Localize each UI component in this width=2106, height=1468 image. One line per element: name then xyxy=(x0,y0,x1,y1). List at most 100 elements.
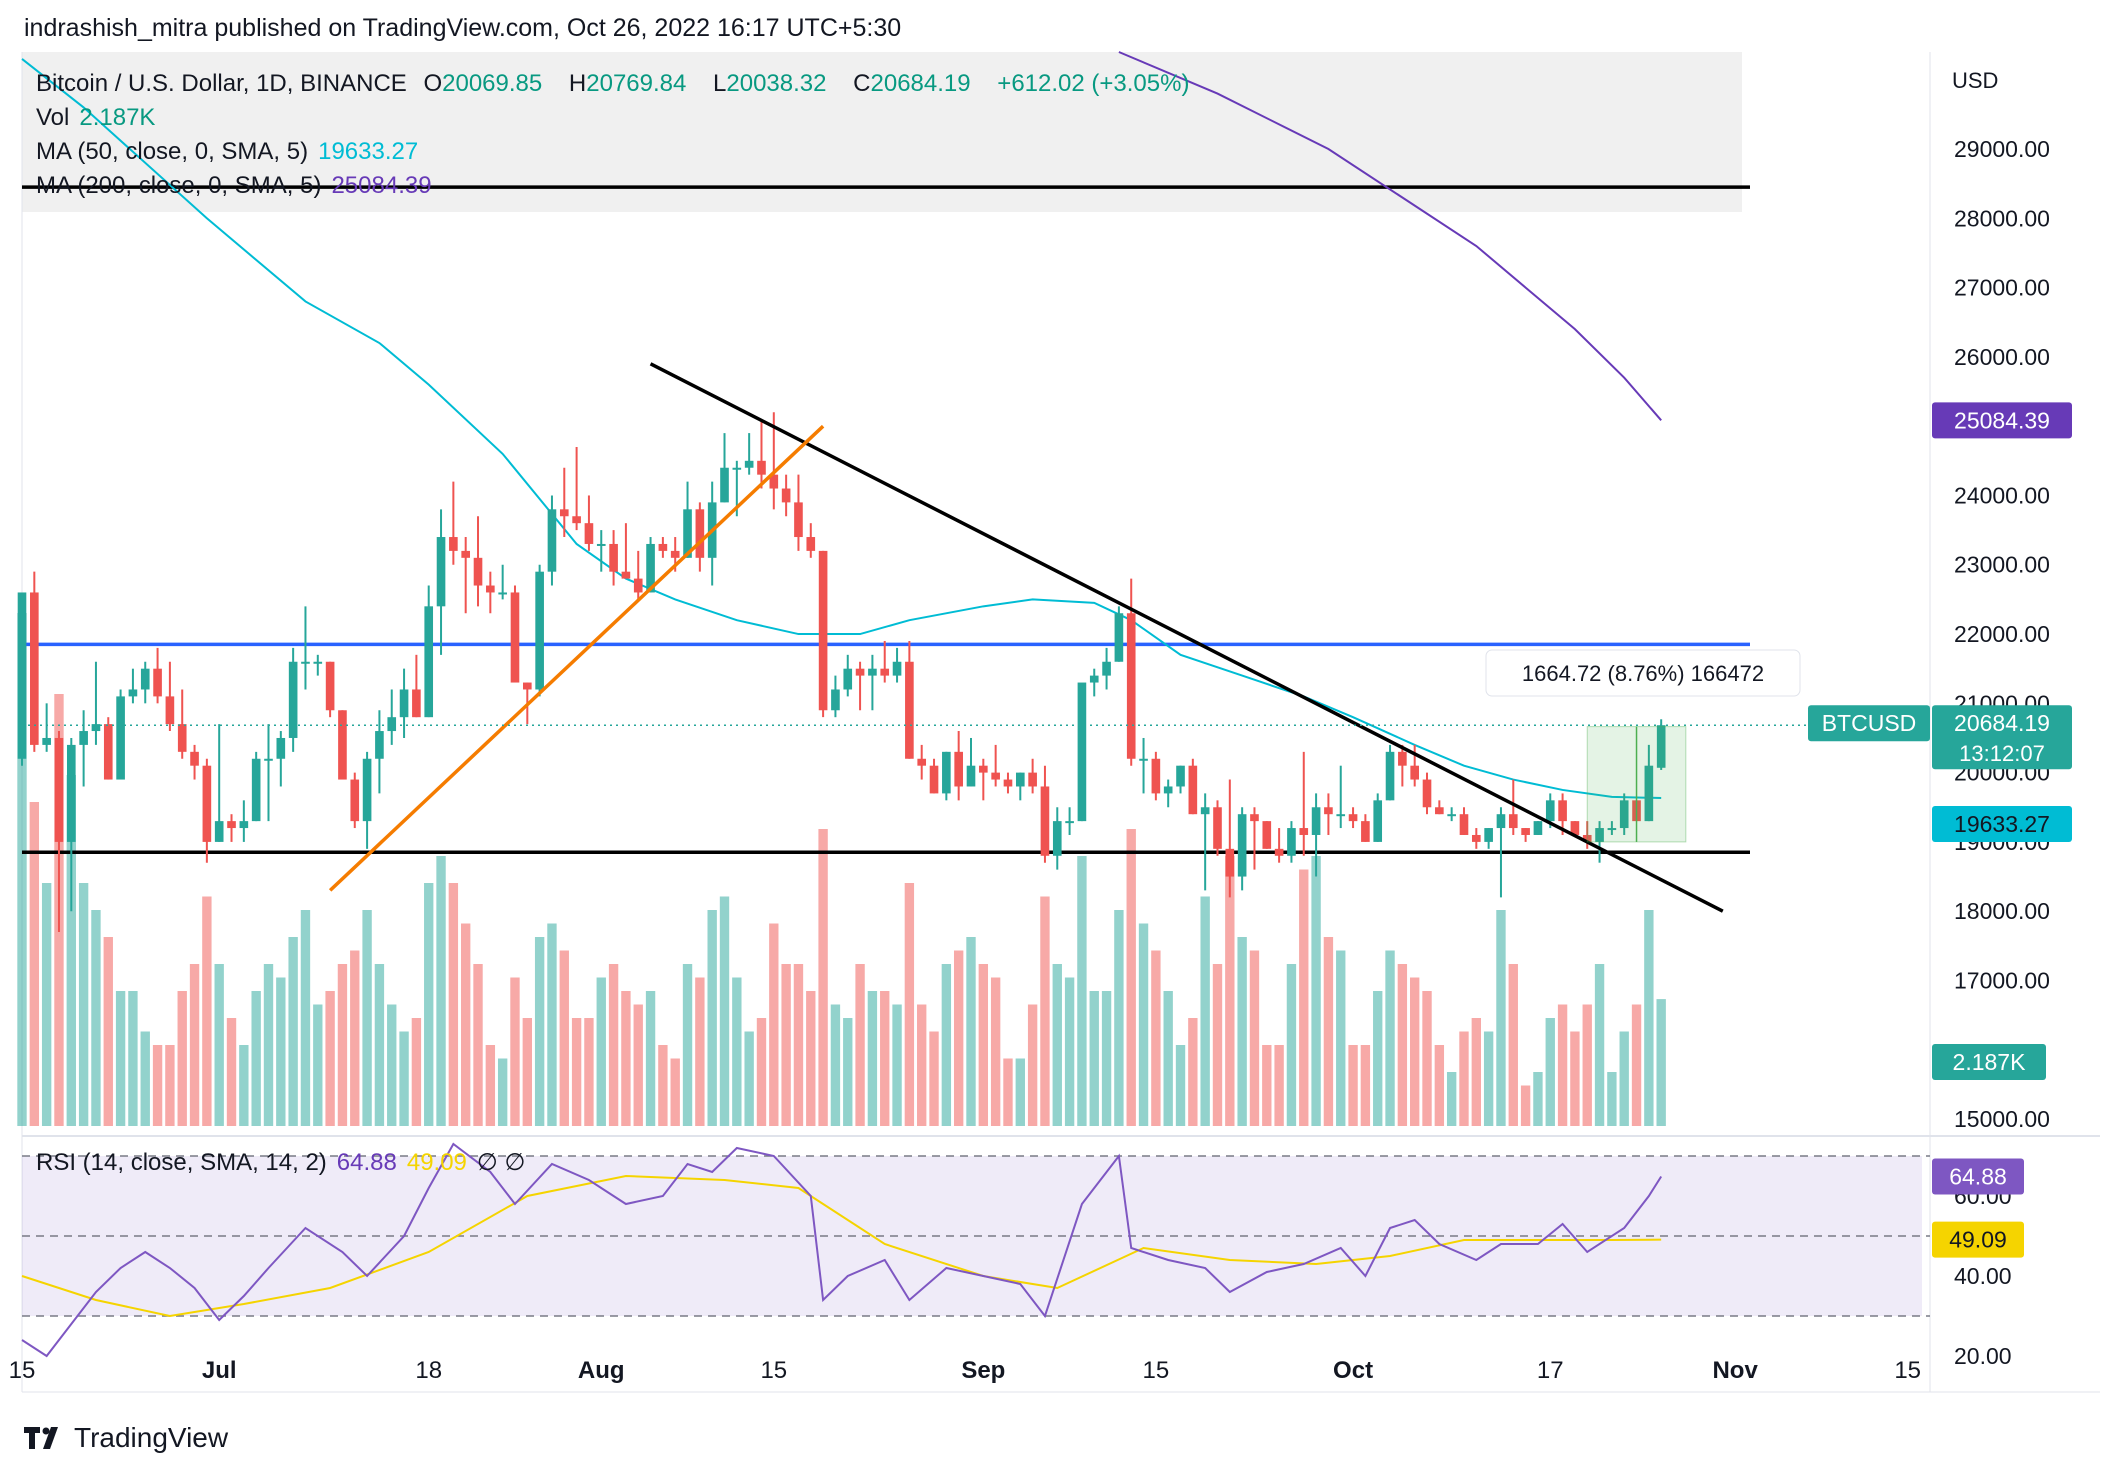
candle-body xyxy=(991,772,1000,780)
volume-bar xyxy=(1064,977,1075,1126)
volume-bar xyxy=(1385,950,1395,1126)
candle-body xyxy=(375,731,384,759)
volume-bar xyxy=(337,964,348,1126)
volume-bar xyxy=(1446,1072,1457,1126)
volume-bar xyxy=(818,829,828,1126)
volume-bar xyxy=(867,991,878,1126)
volume-bar xyxy=(1631,1004,1642,1126)
candle-body xyxy=(177,724,187,752)
volume-bar xyxy=(830,1004,841,1126)
candle-body xyxy=(79,731,88,745)
volume-bar xyxy=(1286,964,1297,1126)
volume-bar xyxy=(1533,1072,1543,1126)
candle-body xyxy=(116,696,125,780)
volume-price-label-bg xyxy=(1932,1044,2046,1080)
ma50-legend[interactable]: MA (50, close, 0, SMA, 5) 19633.27 xyxy=(36,138,428,166)
volume-bar xyxy=(1175,1045,1186,1126)
candle-body xyxy=(288,661,298,738)
volume-bar xyxy=(140,1031,150,1126)
candle-body xyxy=(1533,821,1543,835)
candle-body xyxy=(1028,772,1037,787)
volume-bar xyxy=(1459,1031,1469,1126)
candle-body xyxy=(1385,751,1395,801)
volume-bar xyxy=(1397,964,1408,1126)
rsi-tick: 20.00 xyxy=(1954,1343,2012,1369)
volume-bar xyxy=(1188,1018,1198,1126)
volume-bar xyxy=(707,910,717,1126)
candle-body xyxy=(227,821,236,829)
time-tick: 15 xyxy=(760,1357,787,1384)
low-value: 20038.32 xyxy=(726,70,827,97)
symbol-name[interactable]: Bitcoin / U.S. Dollar, 1D, BINANCE xyxy=(36,70,407,97)
volume-bar xyxy=(510,977,520,1126)
candle-body xyxy=(1558,800,1567,822)
candle-body xyxy=(584,523,594,544)
volume-bar xyxy=(1434,1045,1445,1126)
candle-body xyxy=(646,543,655,593)
volume-bar xyxy=(226,1018,237,1126)
ma50-label: MA (50, close, 0, SMA, 5) xyxy=(36,138,309,165)
candle-body xyxy=(264,758,273,761)
candle-body xyxy=(387,717,397,732)
high-value: 20769.84 xyxy=(586,70,687,97)
tradingview-footer[interactable]: TradingView xyxy=(24,1422,228,1454)
candle-body xyxy=(1200,807,1210,815)
volume-bar xyxy=(78,883,89,1126)
volume-bar xyxy=(1274,1045,1284,1126)
candle-body xyxy=(596,543,606,546)
volume-bar xyxy=(1311,856,1321,1126)
candle-body xyxy=(1225,848,1235,877)
volume-bar xyxy=(1077,856,1087,1126)
volume-bar xyxy=(1052,964,1062,1126)
ma200-legend[interactable]: MA (200, close, 0, SMA, 5) 25084.39 xyxy=(36,172,442,200)
time-tick: 15 xyxy=(1894,1357,1921,1384)
candle-body xyxy=(338,710,347,780)
volume-bar xyxy=(1163,991,1173,1126)
candle-body xyxy=(399,689,409,718)
candle-body xyxy=(1447,814,1456,817)
candle-body xyxy=(1077,682,1087,822)
volume-bar xyxy=(350,950,360,1126)
price-tick: 17000.00 xyxy=(1954,967,2050,993)
volume-bar xyxy=(843,1018,853,1126)
volume-bar xyxy=(1483,1031,1494,1126)
rsi-legend[interactable]: RSI (14, close, SMA, 14, 2) 64.88 49.09 ∅ ∅ xyxy=(36,1148,535,1177)
volume-legend[interactable]: Vol 2.187K xyxy=(36,104,165,132)
volume-bar xyxy=(732,977,742,1126)
volume-bar xyxy=(91,910,101,1126)
candle-body xyxy=(744,460,754,468)
candle-body xyxy=(510,592,520,683)
volume-bar xyxy=(17,613,27,1126)
measure-tooltip xyxy=(1485,649,1801,697)
candle-body xyxy=(412,689,421,718)
volume-bar xyxy=(917,1004,927,1126)
close-label: C xyxy=(853,70,871,97)
volume-bar xyxy=(596,977,606,1126)
time-tick: 17 xyxy=(1537,1357,1564,1384)
volume-bar xyxy=(214,964,224,1126)
volume-bar xyxy=(1237,937,1247,1126)
candle-body xyxy=(1015,772,1025,787)
volume-bar xyxy=(978,964,989,1126)
ma50-price-label-bg xyxy=(1932,806,2072,843)
vol-label: Vol xyxy=(36,104,70,131)
volume-bar xyxy=(497,1058,508,1126)
currency-label: USD xyxy=(1952,68,1998,93)
candle-body xyxy=(1324,807,1333,815)
volume-bar xyxy=(473,964,483,1126)
ma200-label: MA (200, close, 0, SMA, 5) xyxy=(36,172,322,199)
candle-body xyxy=(202,765,212,842)
rsi-ma-value: 49.09 xyxy=(406,1149,467,1176)
candle-body xyxy=(42,737,51,745)
ma200-value: 25084.39 xyxy=(331,172,432,199)
rsi-ma-price-label-bg xyxy=(1932,1221,2024,1258)
candle-body xyxy=(572,516,581,524)
volume-bar xyxy=(941,964,952,1126)
candle-body xyxy=(892,661,902,676)
price-tick: 26000.00 xyxy=(1954,344,2050,370)
candle-body xyxy=(1126,613,1136,759)
volume-bar xyxy=(1360,1045,1371,1126)
volume-bar xyxy=(263,964,274,1126)
last-price-label-bg xyxy=(1932,705,2072,770)
